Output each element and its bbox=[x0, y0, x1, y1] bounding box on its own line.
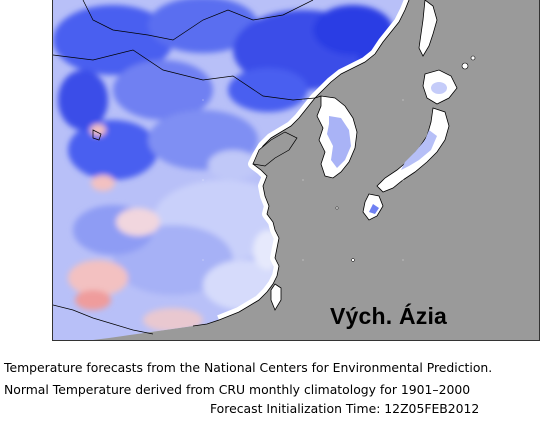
mainland-coastline bbox=[192, 0, 410, 327]
caption-source: Temperature forecasts from the National … bbox=[4, 360, 493, 375]
taiwan-island bbox=[270, 283, 282, 311]
region-label: Vých. Ázia bbox=[330, 303, 448, 329]
korea-interior bbox=[327, 116, 351, 168]
southern-border bbox=[53, 304, 154, 335]
caption-climatology: Normal Temperature derived from CRU mont… bbox=[4, 382, 471, 397]
bohai-sea bbox=[252, 131, 298, 167]
temperature-anomaly-map bbox=[52, 0, 540, 341]
russia-border bbox=[82, 0, 314, 41]
mongolia-china-border bbox=[53, 49, 316, 101]
sakhalin-island bbox=[418, 0, 438, 57]
graticule bbox=[202, 99, 404, 261]
caption-init-time: Forecast Initialization Time: 12Z05FEB20… bbox=[210, 401, 480, 416]
